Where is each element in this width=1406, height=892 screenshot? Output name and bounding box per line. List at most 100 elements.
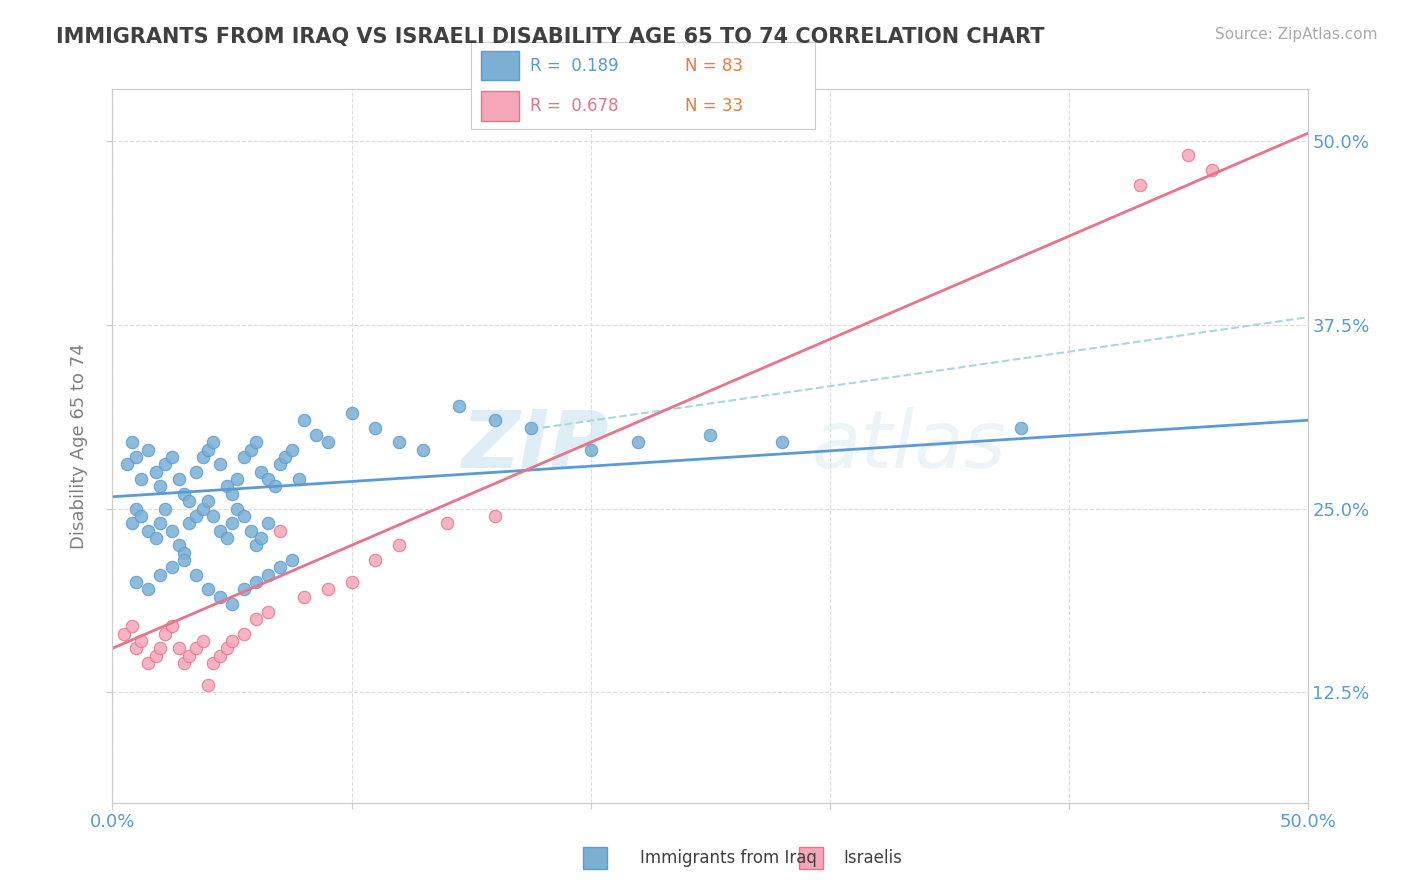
Point (121, 435, 143, 450)
Point (627, 435, 650, 450)
Point (162, 450, 183, 464)
Text: Immigrants from Iraq: Immigrants from Iraq (640, 849, 817, 867)
Text: N = 83: N = 83 (685, 56, 742, 75)
Point (162, 619, 183, 633)
Point (245, 575, 267, 590)
Point (177, 494, 200, 508)
Point (364, 420, 387, 434)
Point (138, 524, 160, 538)
Point (186, 641, 208, 656)
Y-axis label: Disability Age 65 to 74: Disability Age 65 to 74 (70, 343, 89, 549)
Point (201, 508, 224, 523)
Point (129, 508, 152, 523)
Point (225, 472, 247, 486)
Point (225, 501, 247, 516)
Point (257, 472, 280, 486)
Point (209, 524, 232, 538)
Point (201, 435, 224, 450)
Point (145, 648, 167, 663)
Point (193, 634, 215, 648)
Point (197, 582, 219, 597)
Point (217, 479, 239, 493)
Point (288, 472, 311, 486)
Point (233, 508, 256, 523)
Point (484, 413, 506, 427)
Point (125, 501, 148, 516)
Point (129, 634, 152, 648)
Point (177, 516, 200, 531)
Point (217, 641, 239, 656)
Point (245, 538, 267, 552)
Point (169, 641, 191, 656)
Point (1201, 163, 1223, 178)
Text: N = 33: N = 33 (685, 96, 742, 115)
Point (173, 546, 195, 560)
Point (1010, 420, 1032, 434)
Point (193, 450, 215, 464)
Point (197, 678, 219, 692)
Point (340, 575, 363, 590)
Point (305, 428, 328, 442)
Point (114, 626, 135, 640)
Point (173, 487, 195, 501)
Text: IMMIGRANTS FROM IRAQ VS ISRAELI DISABILITY AGE 65 TO 74 CORRELATION CHART: IMMIGRANTS FROM IRAQ VS ISRAELI DISABILI… (56, 27, 1045, 46)
Point (699, 428, 721, 442)
Point (209, 458, 232, 472)
Point (1129, 178, 1152, 192)
Point (173, 553, 195, 567)
Text: atlas: atlas (811, 407, 1007, 485)
Point (125, 450, 148, 464)
Point (201, 656, 224, 670)
Point (169, 538, 191, 552)
Point (115, 458, 138, 472)
Point (412, 442, 434, 457)
Point (245, 435, 267, 450)
Point (129, 472, 152, 486)
Point (209, 590, 232, 604)
Point (240, 524, 263, 538)
Point (436, 516, 458, 531)
Point (273, 450, 295, 464)
Point (269, 560, 291, 574)
Point (186, 465, 208, 479)
Point (233, 450, 256, 464)
Point (125, 641, 148, 656)
Point (221, 487, 243, 501)
Point (197, 494, 219, 508)
Point (149, 641, 172, 656)
Point (138, 442, 160, 457)
Point (233, 626, 256, 640)
Point (579, 442, 602, 457)
Point (364, 553, 387, 567)
Point (186, 567, 208, 582)
Point (770, 435, 793, 450)
Point (245, 612, 267, 626)
Point (121, 619, 143, 633)
Point (292, 413, 315, 427)
Point (138, 582, 160, 597)
Point (520, 420, 543, 434)
Point (447, 399, 470, 413)
FancyBboxPatch shape (481, 51, 519, 80)
Point (264, 479, 287, 493)
FancyBboxPatch shape (481, 91, 519, 120)
Point (388, 538, 411, 552)
Point (197, 442, 219, 457)
Text: R =  0.189: R = 0.189 (530, 56, 619, 75)
Text: Source: ZipAtlas.com: Source: ZipAtlas.com (1215, 27, 1378, 42)
Point (257, 516, 280, 531)
Point (1177, 148, 1199, 162)
Point (316, 435, 339, 450)
Point (162, 524, 183, 538)
Point (221, 597, 243, 611)
Point (221, 634, 243, 648)
Point (173, 656, 195, 670)
Point (149, 567, 172, 582)
Point (121, 516, 143, 531)
Point (269, 524, 291, 538)
Point (153, 626, 176, 640)
Point (177, 648, 200, 663)
Point (138, 656, 160, 670)
Point (249, 531, 271, 545)
Text: Israelis: Israelis (844, 849, 903, 867)
